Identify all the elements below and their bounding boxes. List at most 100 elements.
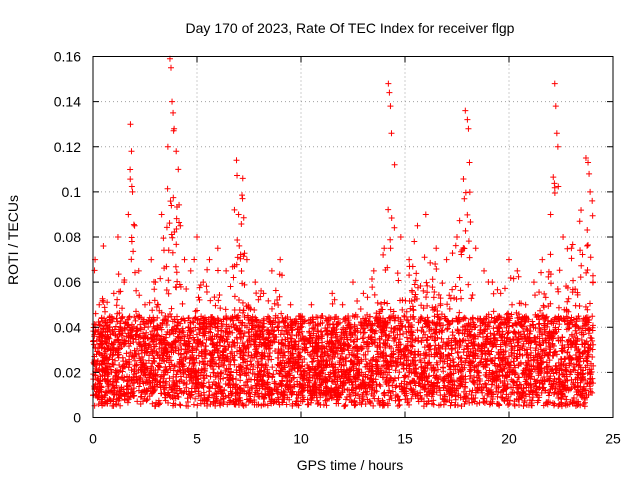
- data-point: [461, 322, 468, 329]
- data-point: [564, 298, 571, 305]
- data-point: [563, 396, 570, 403]
- data-point: [447, 295, 454, 302]
- data-point: [590, 279, 597, 286]
- data-point: [551, 184, 558, 191]
- data-point: [369, 284, 376, 291]
- data-point: [203, 324, 210, 331]
- data-point: [359, 335, 366, 342]
- data-point: [370, 402, 377, 409]
- data-point: [513, 333, 520, 340]
- data-point: [237, 385, 244, 392]
- data-point: [403, 308, 410, 315]
- data-point: [559, 371, 566, 378]
- data-point: [509, 301, 516, 308]
- data-point: [241, 330, 248, 337]
- data-point: [561, 306, 568, 313]
- data-point: [424, 302, 431, 309]
- data-point: [265, 297, 272, 304]
- data-point: [177, 402, 184, 409]
- data-point: [91, 321, 98, 328]
- data-point: [125, 343, 132, 350]
- data-point: [230, 274, 237, 281]
- data-point: [184, 331, 191, 338]
- data-point: [439, 280, 446, 287]
- data-point: [556, 267, 563, 274]
- data-point: [194, 402, 201, 409]
- data-point: [458, 403, 465, 410]
- data-point: [103, 338, 110, 345]
- data-point: [343, 366, 350, 373]
- data-point: [417, 359, 424, 366]
- data-point: [92, 310, 99, 317]
- data-point: [130, 248, 137, 255]
- data-point: [589, 327, 596, 334]
- data-point: [583, 269, 590, 276]
- data-point: [462, 359, 469, 366]
- data-point: [400, 330, 407, 337]
- data-point: [254, 364, 261, 371]
- data-point: [578, 207, 585, 214]
- data-point: [444, 325, 451, 332]
- data-point: [223, 315, 230, 322]
- data-point: [555, 304, 562, 311]
- data-point: [460, 176, 467, 183]
- data-point: [362, 401, 369, 408]
- data-point: [458, 355, 465, 362]
- data-point: [451, 294, 458, 301]
- data-point: [457, 367, 464, 374]
- data-point: [138, 389, 145, 396]
- data-point: [499, 331, 506, 338]
- data-point: [548, 280, 555, 287]
- data-point: [239, 195, 246, 202]
- data-point: [396, 401, 403, 408]
- data-point: [373, 357, 380, 364]
- data-point: [127, 176, 134, 183]
- data-point: [588, 335, 595, 342]
- data-point: [543, 359, 550, 366]
- data-point: [563, 283, 570, 290]
- data-point: [309, 325, 316, 332]
- data-point: [91, 267, 98, 274]
- data-point: [395, 277, 402, 284]
- data-point: [124, 383, 131, 390]
- data-point: [207, 297, 214, 304]
- data-point: [473, 368, 480, 375]
- data-point: [464, 211, 471, 218]
- data-point: [435, 314, 442, 321]
- data-point: [408, 395, 415, 402]
- data-point: [173, 269, 180, 276]
- data-point: [409, 263, 416, 270]
- data-point: [127, 340, 134, 347]
- data-point: [134, 325, 141, 332]
- data-point: [194, 339, 201, 346]
- data-point: [356, 395, 363, 402]
- data-point: [384, 300, 391, 307]
- data-point: [545, 273, 552, 280]
- data-point: [205, 379, 212, 386]
- data-point: [415, 319, 422, 326]
- data-point: [173, 371, 180, 378]
- data-point: [397, 297, 404, 304]
- data-point: [355, 372, 362, 379]
- data-point: [121, 325, 128, 332]
- data-point: [185, 323, 192, 330]
- data-point: [406, 272, 413, 279]
- data-point: [584, 227, 591, 234]
- data-point: [444, 301, 451, 308]
- data-point: [160, 247, 167, 254]
- data-point: [402, 297, 409, 304]
- data-point: [577, 274, 584, 281]
- data-point: [127, 166, 134, 173]
- data-point: [224, 325, 231, 332]
- data-point: [370, 354, 377, 361]
- data-point: [521, 390, 528, 397]
- data-point: [527, 344, 534, 351]
- data-point: [423, 279, 430, 286]
- data-point: [538, 389, 545, 396]
- data-point: [190, 401, 197, 408]
- data-point: [283, 374, 290, 381]
- data-point: [274, 297, 281, 304]
- data-point: [144, 348, 151, 355]
- data-point: [174, 278, 181, 285]
- data-point: [387, 306, 394, 313]
